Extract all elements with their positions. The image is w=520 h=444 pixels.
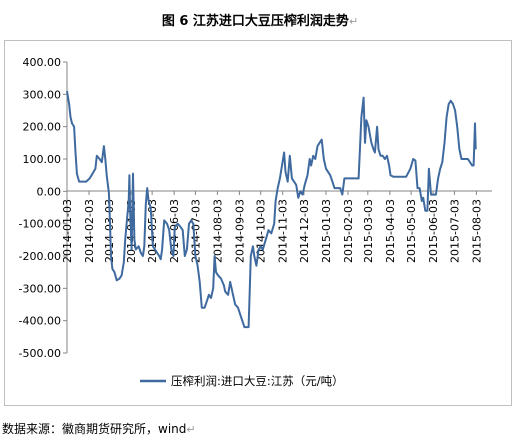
x-tick-label: 2015-08-03	[470, 199, 483, 263]
x-tick-label: 2014-10-03	[255, 199, 268, 263]
chart-title: 图 6 江苏进口大豆压榨利润走势↵	[0, 10, 520, 29]
x-tick-label: 2014-11-03	[277, 199, 290, 263]
paragraph-mark-icon: ↵	[348, 15, 359, 28]
x-tick-label: 2014-02-03	[83, 199, 96, 263]
y-tick-label: 300.00	[23, 88, 62, 101]
x-tick-label: 2015-03-03	[362, 199, 375, 263]
y-tick-label: 400.00	[23, 56, 62, 69]
x-tick-label: 2015-04-03	[384, 199, 397, 263]
x-tick-label: 2014-09-03	[233, 199, 246, 263]
y-axis: 400.00 300.00 200.00 100.00 0.00 -100.00 -200.…	[19, 56, 68, 360]
legend-label: 压榨利润:进口大豆:江苏（元/吨）	[171, 374, 344, 388]
y-tick-label: -300.00	[19, 282, 61, 295]
y-tick-label: -400.00	[19, 315, 61, 328]
x-tick-label: 2015-07-03	[448, 199, 461, 263]
x-tick-label: 2015-05-03	[405, 199, 418, 263]
y-tick-label: -100.00	[19, 218, 61, 231]
x-tick-label: 2015-02-03	[342, 199, 355, 263]
legend: 压榨利润:进口大豆:江苏（元/吨）	[140, 374, 344, 388]
y-tick-label: 100.00	[23, 153, 62, 166]
x-tick-label: 2014-07-03	[189, 199, 202, 263]
y-tick-label: -200.00	[19, 250, 61, 263]
x-tick-label: 2015-01-03	[320, 199, 333, 263]
y-tick-label: 0.00	[37, 185, 62, 198]
y-tick-label: -500.00	[19, 347, 61, 360]
series-layer	[66, 90, 477, 329]
x-tick-label: 2014-01-03	[61, 199, 74, 263]
x-tick-label: 2014-08-03	[211, 199, 224, 263]
source-note: 数据来源：徽商期货研究所，wind↵	[2, 420, 196, 437]
series-line	[66, 90, 477, 329]
source-text: 数据来源：徽商期货研究所，wind	[2, 422, 187, 436]
chart-title-text: 图 6 江苏进口大豆压榨利润走势	[161, 14, 349, 29]
paragraph-mark-icon: ↵	[186, 423, 196, 436]
x-tick-label: 2014-12-03	[298, 199, 311, 263]
x-tick-label: 2015-06-03	[427, 199, 440, 263]
y-tick-label: 200.00	[23, 121, 62, 134]
chart-frame	[4, 40, 512, 406]
